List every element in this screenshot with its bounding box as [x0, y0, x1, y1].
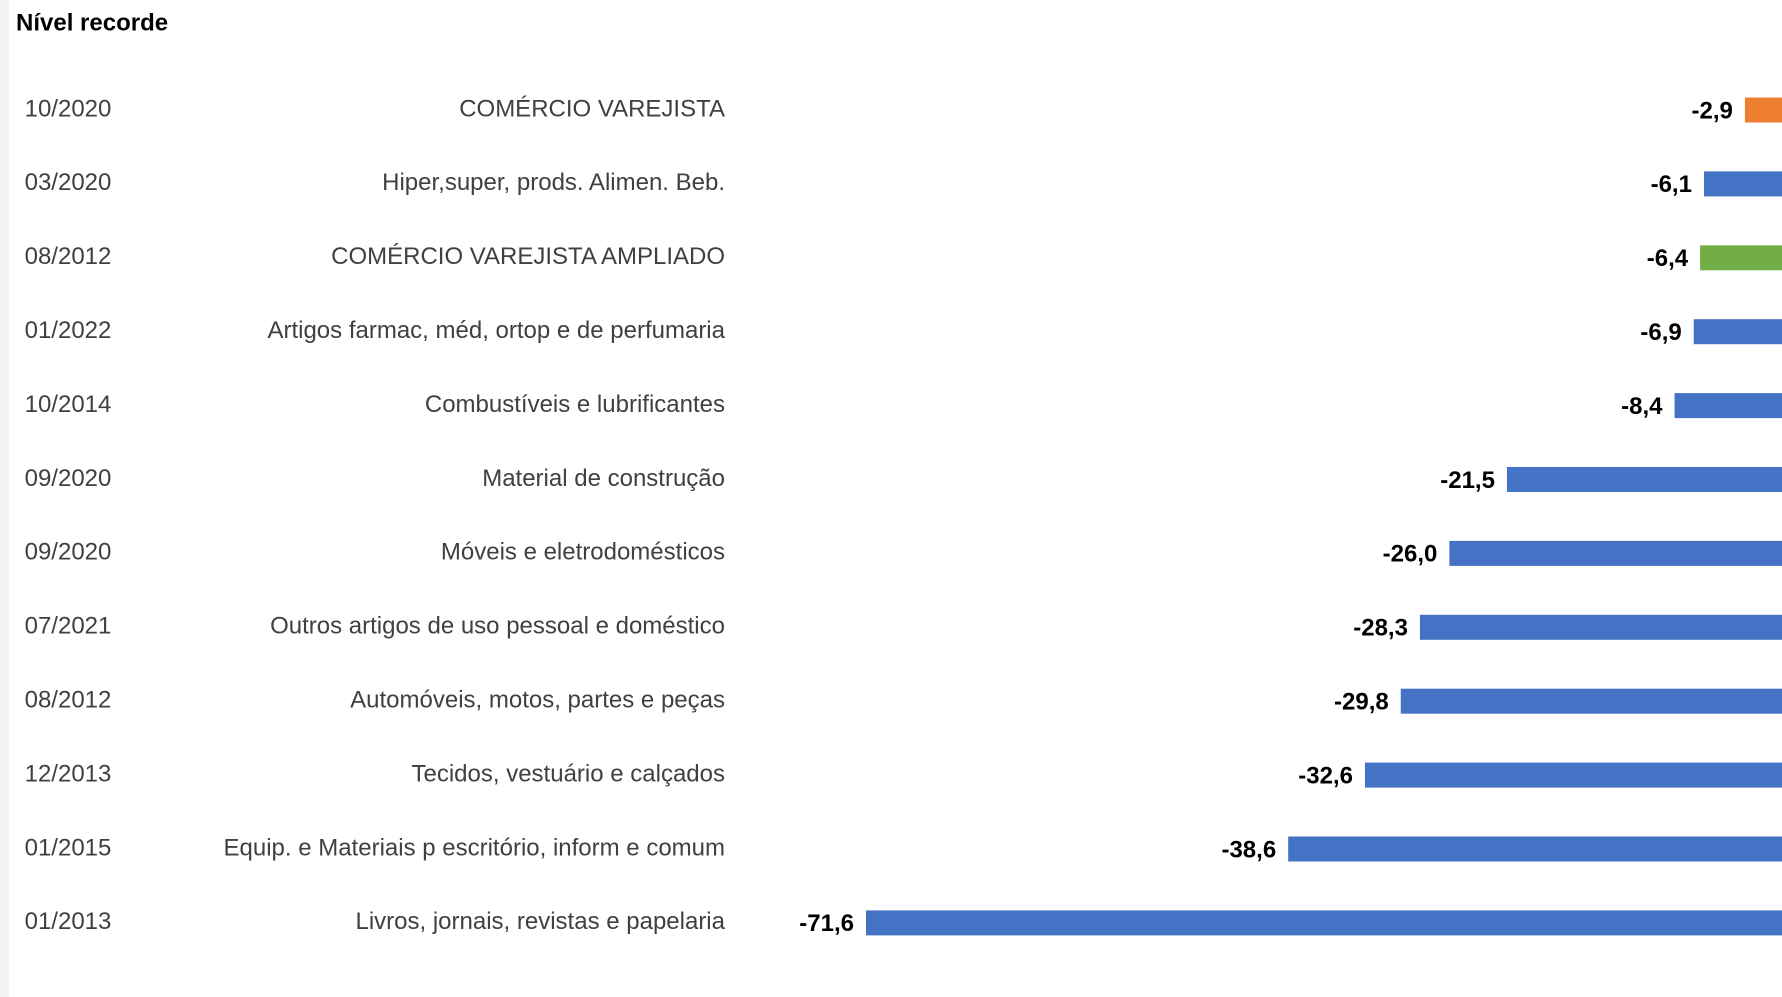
bar: [1674, 393, 1782, 419]
category-label: Tecidos, vestuário e calçados: [412, 760, 726, 787]
category-label: Livros, jornais, revistas e papelaria: [355, 908, 725, 935]
value-label: -32,6: [1298, 762, 1353, 789]
date-label: 09/2020: [25, 465, 112, 492]
date-label: 07/2021: [25, 613, 112, 640]
bar: [1364, 762, 1782, 788]
category-label: Móveis e eletrodomésticos: [441, 539, 725, 566]
bar: [1288, 836, 1782, 862]
date-label: 10/2020: [25, 95, 112, 122]
category-label: COMÉRCIO VAREJISTA AMPLIADO: [331, 243, 725, 270]
bar: [1744, 97, 1782, 123]
value-label: -38,6: [1221, 836, 1276, 863]
value-label: -2,9: [1692, 97, 1733, 124]
value-label: -8,4: [1621, 393, 1663, 420]
bar: [1419, 614, 1782, 640]
bar: [1700, 245, 1782, 271]
left-edge: [0, 0, 9, 997]
category-label: Outros artigos de uso pessoal e doméstic…: [270, 613, 725, 640]
value-label: -6,1: [1651, 171, 1692, 198]
date-label: 01/2015: [25, 834, 112, 861]
value-label: -6,4: [1647, 245, 1689, 272]
value-label: -6,9: [1640, 319, 1681, 346]
chart-title: Nível recorde: [16, 9, 168, 36]
bar: [866, 910, 1782, 936]
value-label: -71,6: [799, 910, 854, 937]
category-label: Hiper,super, prods. Alimen. Beb.: [382, 169, 725, 196]
category-label: COMÉRCIO VAREJISTA: [459, 95, 725, 122]
category-label: Automóveis, motos, partes e peças: [350, 687, 725, 714]
date-label: 08/2012: [25, 243, 112, 270]
value-label: -28,3: [1353, 615, 1408, 642]
date-label: 01/2022: [25, 317, 112, 344]
date-label: 01/2013: [25, 908, 112, 935]
bar: [1693, 319, 1782, 345]
value-label: -26,0: [1383, 541, 1438, 568]
category-label: Artigos farmac, méd, ortop e de perfumar…: [267, 317, 725, 344]
bar: [1449, 540, 1782, 566]
bar: [1506, 467, 1782, 492]
bar: [1703, 171, 1782, 197]
date-label: 09/2020: [25, 539, 112, 566]
value-label: -29,8: [1334, 689, 1389, 716]
category-label: Material de construção: [482, 465, 725, 492]
date-label: 03/2020: [25, 169, 112, 196]
date-label: 10/2014: [25, 391, 112, 418]
bar: [1400, 688, 1782, 714]
date-label: 08/2012: [25, 687, 112, 714]
category-label: Equip. e Materiais p escritório, inform …: [223, 834, 725, 861]
category-label: Combustíveis e lubrificantes: [425, 391, 725, 418]
value-label: -21,5: [1440, 467, 1495, 494]
date-label: 12/2013: [25, 760, 112, 787]
